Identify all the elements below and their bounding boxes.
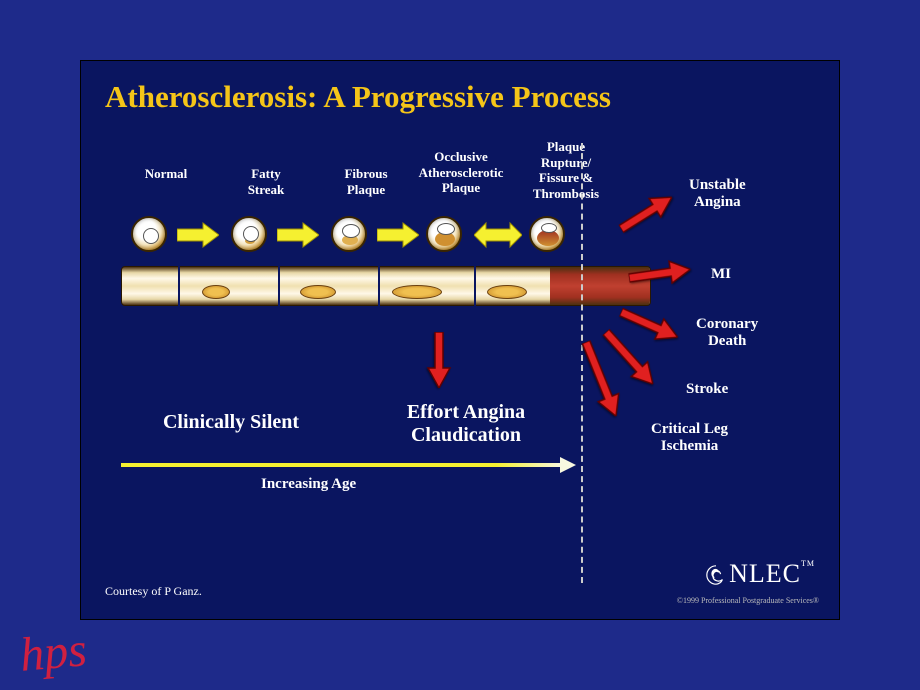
stage-label: Occlusive Atherosclerotic Plaque <box>416 149 506 196</box>
stage-label: Normal <box>121 166 211 182</box>
artery-cross-section-icon <box>426 216 462 252</box>
stage-label: Fatty Streak <box>221 166 311 197</box>
copyright-text: ©1999 Professional Postgraduate Services… <box>677 596 819 605</box>
outcome-red-arrow-icon <box>627 256 692 290</box>
increasing-age-label: Increasing Age <box>261 476 356 493</box>
slide-container: Atherosclerosis: A Progressive Process N… <box>80 60 840 620</box>
increasing-age-arrow <box>121 459 576 471</box>
outcome-label: MI <box>711 266 731 283</box>
artery-tube-strip <box>121 266 651 306</box>
artery-cross-section-icon <box>529 216 565 252</box>
artery-cross-section-icon <box>331 216 367 252</box>
progression-arrow-icon <box>474 221 522 249</box>
hps-signature: hps <box>18 622 89 683</box>
progression-arrow-icon <box>177 221 219 249</box>
stage-label: Fibrous Plaque <box>321 166 411 197</box>
outcome-label: Critical Leg Ischemia <box>651 421 728 456</box>
down-red-arrow-icon <box>426 332 452 388</box>
credit-text: Courtesy of P Ganz. <box>105 584 202 599</box>
slide-title: Atherosclerosis: A Progressive Process <box>105 79 815 115</box>
outcome-label: Coronary Death <box>696 316 758 351</box>
artery-cross-section-icon <box>231 216 267 252</box>
clinically-silent-label: Clinically Silent <box>121 411 341 434</box>
nlec-logo: NLECTM <box>705 559 815 589</box>
effort-angina-label: Effort Angina Claudication <box>361 401 571 447</box>
stage-label: Plaque Rupture/ Fissure & Thrombosis <box>521 139 611 201</box>
outcome-label: Unstable Angina <box>689 177 746 212</box>
artery-cross-section-icon <box>131 216 167 252</box>
outcome-red-arrow-icon <box>614 186 679 240</box>
outcome-label: Stroke <box>686 381 728 398</box>
progression-arrow-icon <box>277 221 319 249</box>
progression-arrow-icon <box>377 221 419 249</box>
